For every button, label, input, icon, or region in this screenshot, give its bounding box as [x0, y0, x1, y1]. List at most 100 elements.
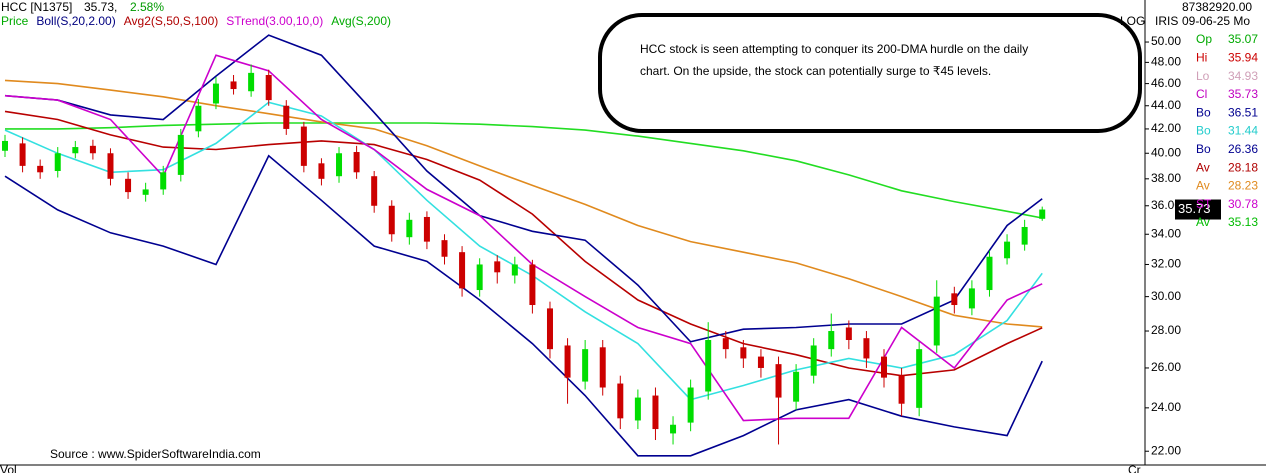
candle-body — [406, 219, 413, 238]
candle-body — [968, 288, 975, 309]
info-label: Av — [1196, 160, 1210, 174]
y-tick-label: 44.00 — [1151, 98, 1181, 112]
candle-body — [177, 134, 184, 175]
price-label-box — [1175, 199, 1221, 220]
indicator-line — [5, 122, 1043, 219]
y-tick-label: 48.00 — [1151, 55, 1181, 69]
info-value: 35.07 — [1228, 32, 1258, 46]
y-tick-label: 34.00 — [1151, 226, 1181, 240]
info-label: Cl — [1196, 87, 1207, 101]
y-tick-label: 50.00 — [1151, 34, 1181, 48]
candle-body — [248, 72, 255, 92]
legend-entry: Boll(S,20,2.00) — [36, 14, 115, 28]
candle-body — [722, 338, 729, 350]
info-label: Bo — [1196, 105, 1211, 119]
y-tick-label: 26.00 — [1151, 360, 1181, 374]
candle-body — [986, 256, 993, 291]
annotation-box — [598, 13, 1142, 133]
y-tick-label: 32.00 — [1151, 257, 1181, 271]
candle-body — [336, 153, 343, 177]
candle-body — [125, 178, 132, 193]
candle-body — [599, 347, 606, 388]
candle-body — [476, 264, 483, 291]
info-label: Bo — [1196, 124, 1211, 138]
info-label: ST — [1196, 197, 1212, 211]
scale-label: IRIS — [1155, 14, 1178, 28]
legend-entry: STrend(3.00,10,0) — [226, 14, 323, 28]
candle-body — [933, 296, 940, 346]
y-tick-label: 22.00 — [1151, 443, 1181, 457]
candle-body — [195, 105, 202, 132]
candle-body — [283, 105, 290, 129]
candle-body — [564, 345, 571, 378]
candle-body — [142, 189, 149, 195]
annotation-text: chart. On the upside, the stock can pote… — [640, 64, 991, 78]
annotation-text: HCC stock is seen attempting to conquer … — [640, 42, 1028, 56]
candle-body — [898, 375, 905, 404]
candle-body — [494, 261, 501, 273]
indicator-line — [4, 79, 1043, 328]
footer-label: Cr — [1128, 463, 1141, 473]
info-value: 30.78 — [1228, 197, 1258, 211]
info-label: Av — [1196, 215, 1210, 229]
candle-body — [459, 252, 466, 289]
info-value: 35.13 — [1228, 215, 1258, 229]
candle-body — [300, 126, 307, 166]
y-tick-label: 42.00 — [1151, 121, 1181, 135]
candle-body — [423, 216, 430, 242]
candle-body — [37, 165, 44, 173]
candle-body — [775, 364, 782, 398]
candle-body — [54, 153, 61, 172]
y-tick-label: 30.00 — [1151, 289, 1181, 303]
candle-body — [582, 349, 589, 382]
plot-area — [2, 34, 1046, 457]
candle-body — [230, 81, 237, 90]
info-value: 28.18 — [1228, 160, 1258, 174]
candle-body — [705, 340, 712, 392]
candle-body — [828, 331, 835, 350]
candle-body — [212, 83, 219, 104]
candle-body — [529, 264, 536, 306]
candle-body — [1021, 226, 1028, 245]
source-text: Source : www.SpiderSoftwareIndia.com — [50, 447, 261, 461]
candle-body — [793, 371, 800, 402]
info-label: Hi — [1196, 50, 1207, 64]
symbol: HCC [N1375] — [1, 0, 72, 14]
volume: 87382920.00 — [1182, 0, 1252, 14]
candle-body — [107, 153, 114, 179]
candle-body — [687, 387, 694, 423]
date: 09-06-25 Mo — [1182, 14, 1250, 28]
candle-body — [371, 176, 378, 206]
y-tick-label: 46.00 — [1151, 76, 1181, 90]
legend-entry: Avg(S,200) — [331, 14, 391, 28]
y-tick-label: 28.00 — [1151, 323, 1181, 337]
candle-body — [1004, 241, 1011, 259]
candle-body — [916, 349, 923, 408]
candle-body — [388, 205, 395, 235]
y-tick-label: 24.00 — [1151, 400, 1181, 414]
candle-body — [160, 172, 167, 190]
info-value: 28.23 — [1228, 179, 1258, 193]
info-label: Lo — [1196, 69, 1210, 83]
legend-entry: Avg2(S,50,S,100) — [124, 14, 219, 28]
candle-body — [441, 240, 448, 257]
candle-body — [511, 264, 518, 276]
info-value: 34.93 — [1228, 69, 1258, 83]
candle-body — [634, 397, 641, 421]
y-tick-label: 40.00 — [1151, 145, 1181, 159]
candle-body — [1039, 209, 1046, 219]
y-tick-label: 36.00 — [1151, 198, 1181, 212]
legend-entry: Price — [1, 14, 29, 28]
candle-body — [2, 140, 8, 151]
info-value: 35.94 — [1228, 50, 1258, 64]
info-value: 26.36 — [1228, 142, 1258, 156]
price-label: 35.73 — [1178, 201, 1211, 216]
change: 2.58% — [130, 0, 164, 14]
candle-body — [546, 308, 553, 350]
candle-body — [881, 356, 887, 378]
info-value: 36.51 — [1228, 105, 1258, 119]
y-tick-label: 38.00 — [1151, 171, 1181, 185]
candle-body — [810, 345, 817, 376]
info-value: 35.73 — [1228, 87, 1258, 101]
